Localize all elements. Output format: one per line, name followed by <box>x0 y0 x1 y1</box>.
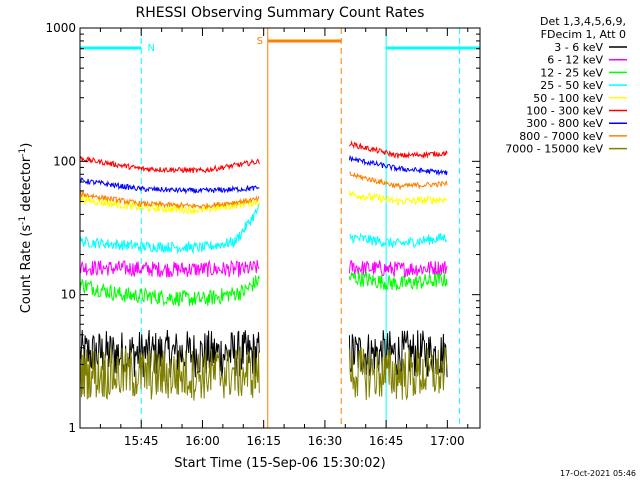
legend-header-line2: FDecim 1, Att 0 <box>541 28 626 41</box>
y-tick-label: 100 <box>53 154 76 168</box>
x-axis-label: Start Time (15-Sep-06 15:30:02) <box>174 456 385 471</box>
series-25-50kev-seg1 <box>349 232 448 248</box>
y-tick-label: 10 <box>61 288 76 302</box>
y-tick-label: 1 <box>68 421 76 435</box>
y-tick-label: 1000 <box>45 21 76 35</box>
legend-label-3: 25 - 50 keV <box>540 79 603 92</box>
series-800-7000kev-seg0 <box>79 190 260 210</box>
legend-label-5: 100 - 300 keV <box>526 105 603 118</box>
series-3-6kev-seg1 <box>348 330 448 378</box>
plot-frame <box>79 27 481 429</box>
y-axis-label-sup2: -1 <box>18 148 28 157</box>
series-100-300kev-seg1 <box>348 140 448 159</box>
series-300-800kev-seg0 <box>79 177 260 195</box>
saa-bar-label-2: S <box>257 36 263 47</box>
x-tick-label: 16:00 <box>185 434 220 448</box>
legend-label-8: 7000 - 15000 keV <box>505 143 603 156</box>
y-axis-label-end: ) <box>19 143 34 148</box>
x-tick-label: 16:30 <box>308 434 343 448</box>
x-tick-label: 17:00 <box>430 434 465 448</box>
y-axis-label-start: Count Rate (s <box>19 225 34 314</box>
series-800-7000kev-seg1 <box>349 171 448 191</box>
series-50-100kev-seg1 <box>348 190 448 206</box>
series-12-25kev-seg0 <box>79 275 260 307</box>
x-tick-label: 16:45 <box>369 434 404 448</box>
series-12-25kev-seg1 <box>348 271 448 291</box>
y-axis-label-sup1: -1 <box>18 216 28 225</box>
y-axis-label: Count Rate (s-1 detector-1) <box>18 143 34 314</box>
series-300-800kev-seg1 <box>348 154 448 177</box>
footer-date: 17-Oct-2021 05:46 <box>560 469 636 478</box>
x-tick-label: 15:45 <box>124 434 159 448</box>
y-axis-label-mid: detector <box>19 156 34 216</box>
legend-label-0: 3 - 6 keV <box>554 41 603 54</box>
legend-label-6: 300 - 800 keV <box>526 117 603 130</box>
series-100-300kev-seg0 <box>79 155 260 174</box>
series-25-50kev-seg0 <box>79 203 260 255</box>
series-6-12kev-seg0 <box>79 259 260 278</box>
legend-label-2: 12 - 25 keV <box>540 66 603 79</box>
legend: Det 1,3,4,5,6,9, FDecim 1, Att 0 3 - 6 k… <box>505 15 627 156</box>
legend-header-line1: Det 1,3,4,5,6,9, <box>540 15 626 28</box>
night-bar-label-0: N <box>147 43 154 54</box>
legend-label-7: 800 - 7000 keV <box>519 130 603 143</box>
legend-label-1: 6 - 12 keV <box>547 54 603 67</box>
legend-label-4: 50 - 100 keV <box>533 92 603 105</box>
chart-title: RHESSI Observing Summary Count Rates <box>136 5 425 21</box>
axes: 15:45 16:00 16:15 16:30 16:45 17:00 1 10 100 1000 <box>45 21 480 448</box>
series-6-12kev-seg1 <box>348 259 448 278</box>
series-7000-15000kev-seg1 <box>348 346 448 401</box>
x-tick-label: 16:15 <box>246 434 281 448</box>
series-group <box>79 140 448 401</box>
series-7000-15000kev-seg0 <box>79 346 260 401</box>
